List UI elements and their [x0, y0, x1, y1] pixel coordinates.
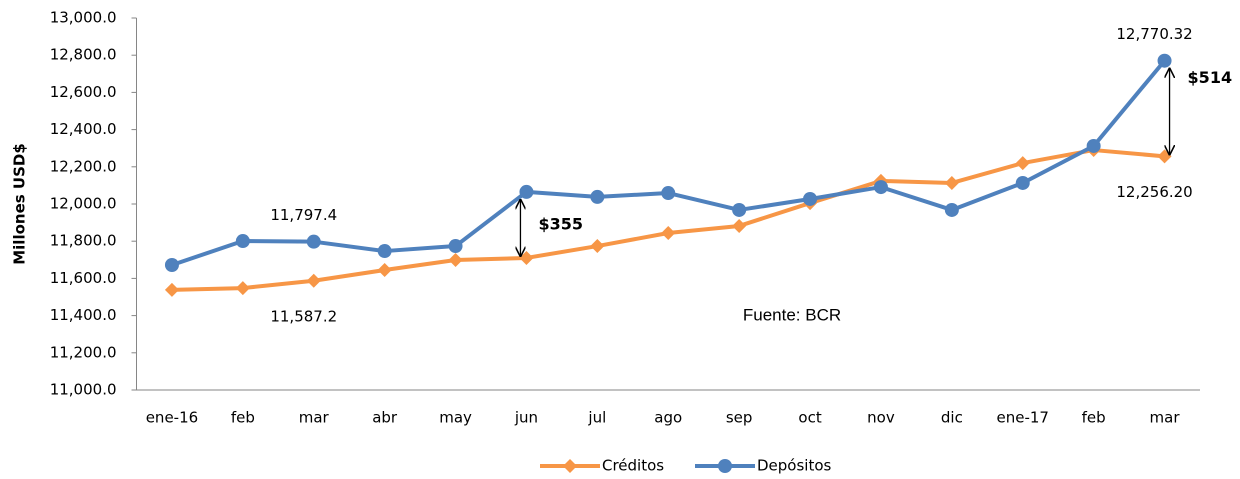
x-tick-label: abr	[372, 409, 398, 427]
data-label: 12,770.32	[1116, 25, 1192, 43]
y-tick-label: 11,000.0	[50, 381, 117, 399]
diamond-marker	[590, 239, 605, 254]
x-tick-label: nov	[867, 409, 895, 427]
diamond-marker	[448, 252, 463, 267]
circle-marker	[448, 239, 463, 254]
circle-marker	[661, 186, 676, 201]
gap-label: $514	[1188, 68, 1233, 87]
circle-marker	[1015, 175, 1030, 190]
circle-marker	[732, 202, 747, 217]
diamond-marker	[377, 263, 392, 278]
x-tick-label: feb	[1082, 409, 1106, 427]
y-tick-label: 11,400.0	[50, 306, 117, 324]
x-tick-label: jun	[514, 409, 538, 427]
x-tick-label: ene-17	[997, 409, 1049, 427]
x-tick-label: sep	[726, 409, 753, 427]
circle-marker	[718, 459, 732, 473]
circle-marker	[1157, 53, 1172, 68]
y-tick-label: 12,000.0	[50, 195, 117, 213]
circle-marker	[306, 234, 321, 249]
circle-marker	[235, 234, 250, 249]
y-tick-label: 11,600.0	[50, 269, 117, 287]
circle-marker	[519, 184, 534, 199]
diamond-marker	[563, 459, 577, 473]
diamond-marker	[164, 282, 179, 297]
circle-marker	[1086, 138, 1101, 153]
circle-marker	[590, 189, 605, 204]
data-label: 12,256.20	[1116, 183, 1192, 201]
y-tick-label: 11,200.0	[50, 343, 117, 361]
circle-marker	[803, 191, 818, 206]
diamond-marker	[944, 175, 959, 190]
x-tick-label: ago	[654, 409, 682, 427]
legend-label: Créditos	[602, 457, 664, 475]
y-tick-label: 12,800.0	[50, 46, 117, 64]
data-label: 11,797.4	[270, 206, 337, 224]
x-tick-label: oct	[798, 409, 821, 427]
y-tick-label: 13,000.0	[50, 9, 117, 27]
legend-label: Depósitos	[757, 457, 832, 475]
y-tick-label: 11,800.0	[50, 232, 117, 250]
diamond-marker	[306, 273, 321, 288]
x-tick-label: ene-16	[146, 409, 198, 427]
data-label: 11,587.2	[270, 307, 337, 325]
circle-marker	[377, 244, 392, 259]
y-axis-label: Millones USD$	[11, 143, 29, 265]
circle-marker	[164, 258, 179, 273]
diamond-marker	[661, 226, 676, 241]
circle-marker	[944, 202, 959, 217]
circle-marker	[873, 180, 888, 195]
gap-label: $355	[538, 214, 583, 233]
y-tick-label: 12,200.0	[50, 157, 117, 175]
diamond-marker	[732, 218, 747, 233]
x-tick-label: mar	[1150, 409, 1181, 427]
y-tick-label: 12,400.0	[50, 120, 117, 138]
x-tick-label: jul	[587, 409, 606, 427]
diamond-marker	[1015, 156, 1030, 171]
diamond-marker	[235, 281, 250, 296]
diamond-marker	[519, 250, 534, 265]
x-tick-label: dic	[941, 409, 963, 427]
source-note: Fuente: BCR	[743, 305, 841, 324]
x-tick-label: feb	[231, 409, 255, 427]
y-tick-label: 12,600.0	[50, 83, 117, 101]
x-tick-label: mar	[299, 409, 330, 427]
x-tick-label: may	[439, 409, 472, 427]
